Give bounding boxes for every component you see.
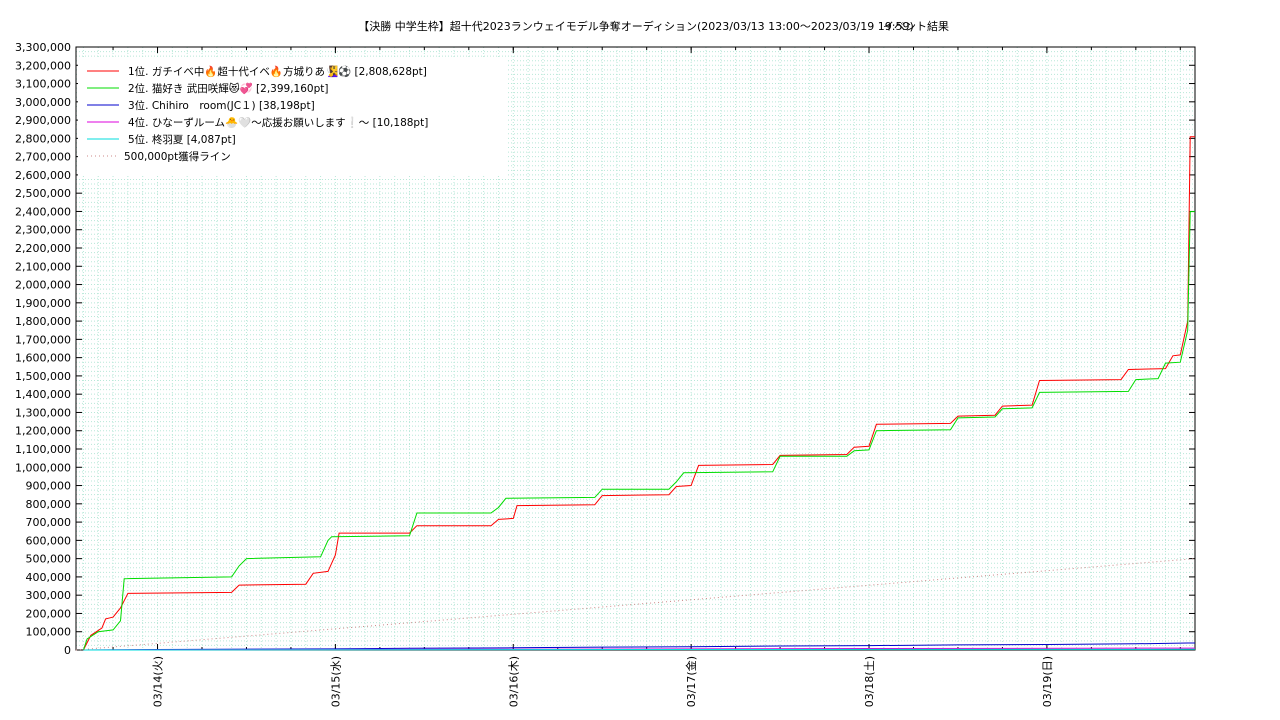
y-tick-label: 2,900,000: [15, 114, 71, 127]
y-tick-label: 2,700,000: [15, 151, 71, 164]
x-tick-label: 03/15(水): [329, 656, 342, 707]
legend-box: [78, 58, 506, 176]
series-line-5: [83, 648, 1196, 651]
series-line-1: [82, 136, 1195, 651]
y-tick-label: 200,000: [26, 607, 72, 620]
legend-label-3: 3位. Chihiro room(JC１) [38,198pt]: [128, 99, 315, 112]
y-tick-label: 400,000: [26, 571, 72, 584]
series-lines: [75, 136, 1196, 651]
y-tick-label: 2,500,000: [15, 187, 71, 200]
y-tick-label: 2,400,000: [15, 205, 71, 218]
legend-label-1: 1位. ガチイベ中🔥超十代イベ🔥方城りあ🧏‍♀️⚽ [2,808,628pt]: [128, 65, 427, 78]
y-tick-label: 1,500,000: [15, 370, 71, 383]
chart-subtitle: イベント結果: [883, 19, 949, 33]
y-tick-label: 1,000,000: [15, 461, 71, 474]
y-tick-label: 2,200,000: [15, 242, 71, 255]
x-tick-label: 03/16(木): [507, 656, 520, 707]
y-tick-label: 800,000: [26, 498, 72, 511]
series-line-3: [83, 642, 1195, 651]
chart-title: 【決勝 中学生枠】超十代2023ランウェイモデル争奪オーディション(2023/0…: [358, 19, 914, 33]
y-tick-label: 2,600,000: [15, 169, 71, 182]
y-tick-label: 1,100,000: [15, 443, 71, 456]
y-tick-label: 3,300,000: [15, 41, 71, 54]
x-tick-label: 03/19(日): [1041, 656, 1054, 707]
x-tick-label: 03/17(金): [684, 656, 698, 707]
y-tick-label: 3,100,000: [15, 78, 71, 91]
legend: 1位. ガチイベ中🔥超十代イベ🔥方城りあ🧏‍♀️⚽ [2,808,628pt] 2…: [78, 58, 506, 176]
legend-label-4: 4位. ひなーずルーム🐣🤍〜応援お願いします❕〜 [10,188pt]: [128, 116, 428, 129]
series-line-2: [82, 211, 1195, 651]
y-tick-label: 3,000,000: [15, 96, 71, 109]
y-tick-label: 1,400,000: [15, 388, 71, 401]
y-tick-label: 700,000: [26, 516, 72, 529]
y-tick-label: 100,000: [26, 626, 72, 639]
y-tick-label: 2,100,000: [15, 260, 71, 273]
y-tick-label: 1,600,000: [15, 352, 71, 365]
legend-label-5: 5位. 柊羽夏 [4,087pt]: [128, 133, 236, 146]
y-tick-label: 0: [64, 644, 71, 657]
y-tick-label: 2,000,000: [15, 279, 71, 292]
y-tick-label: 600,000: [26, 534, 72, 547]
x-tick-label: 03/18(土): [863, 656, 876, 707]
y-tick-label: 1,700,000: [15, 333, 71, 346]
y-tick-label: 900,000: [26, 480, 72, 493]
y-tick-label: 2,300,000: [15, 224, 71, 237]
x-tick-label: 03/14(火): [152, 656, 165, 707]
y-tick-label: 2,800,000: [15, 132, 71, 145]
y-tick-label: 300,000: [26, 589, 72, 602]
legend-label-2: 2位. 猫好き 武田咲輝😻💞 [2,399,160pt]: [128, 82, 328, 95]
y-tick-label: 1,800,000: [15, 315, 71, 328]
legend-label-6: 500,000pt獲得ライン: [124, 150, 231, 163]
y-tick-label: 1,900,000: [15, 297, 71, 310]
y-tick-label: 3,200,000: [15, 59, 71, 72]
y-tick-label: 1,300,000: [15, 406, 71, 419]
y-tick-label: 500,000: [26, 553, 72, 566]
y-tick-label: 1,200,000: [15, 425, 71, 438]
